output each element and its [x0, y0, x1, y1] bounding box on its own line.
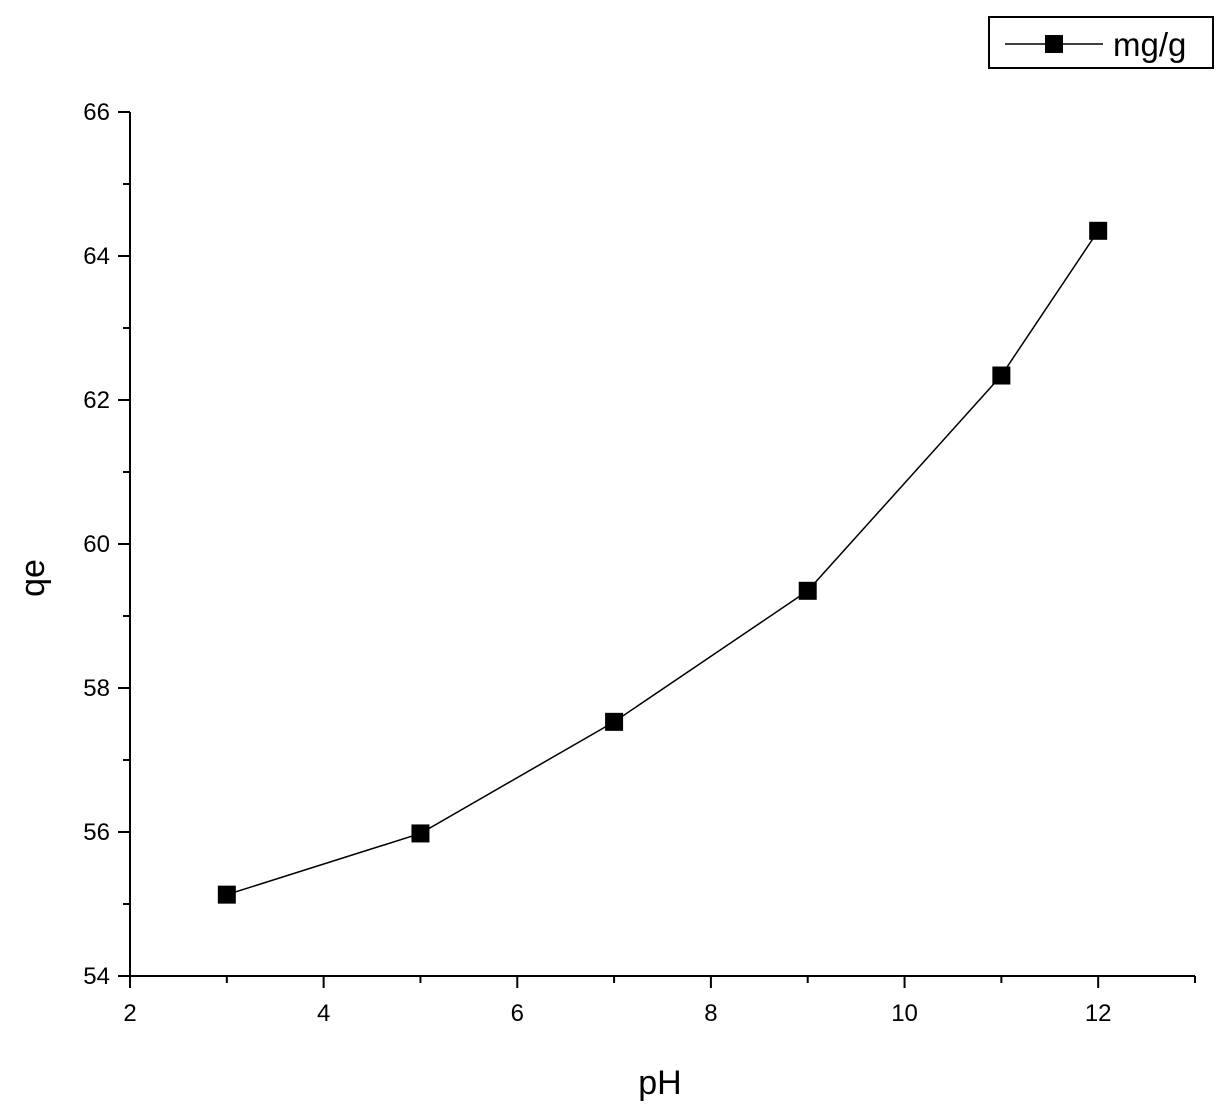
y-tick-label: 66	[83, 99, 110, 126]
y-tick-label: 56	[83, 819, 110, 846]
y-axis: 54 56 58 60 62 64 66	[83, 99, 131, 990]
data-point-square-marker	[1089, 221, 1108, 240]
x-tick-label: 10	[891, 1000, 918, 1027]
x-tick-label: 8	[704, 1000, 717, 1027]
data-point-square-marker	[798, 581, 817, 600]
legend-label: mg/g	[1113, 26, 1186, 63]
data-point-square-marker	[992, 366, 1011, 385]
y-tick-label: 64	[83, 243, 110, 270]
x-axis: 2 4 6 8 10 12	[123, 975, 1196, 1027]
y-tick-label: 62	[83, 387, 110, 414]
x-axis-title: pH	[638, 1064, 681, 1102]
y-axis-title: qe	[14, 559, 52, 597]
y-tick-label: 58	[83, 675, 110, 702]
legend-box	[988, 16, 1214, 69]
x-tick-label: 6	[511, 1000, 524, 1027]
data-point-square-marker	[411, 824, 430, 843]
data-point-square-marker	[605, 712, 624, 731]
data-point-square-marker	[217, 885, 236, 904]
legend-square-marker-icon	[1045, 35, 1063, 53]
y-tick-label: 60	[83, 531, 110, 558]
x-tick-label: 2	[123, 1000, 136, 1027]
x-tick-label: 12	[1085, 1000, 1112, 1027]
x-tick-label: 4	[317, 1000, 330, 1027]
series-layer	[217, 221, 1108, 904]
y-tick-label: 54	[83, 963, 110, 990]
series-line	[226, 230, 1099, 896]
legend: mg/g	[988, 16, 1214, 69]
